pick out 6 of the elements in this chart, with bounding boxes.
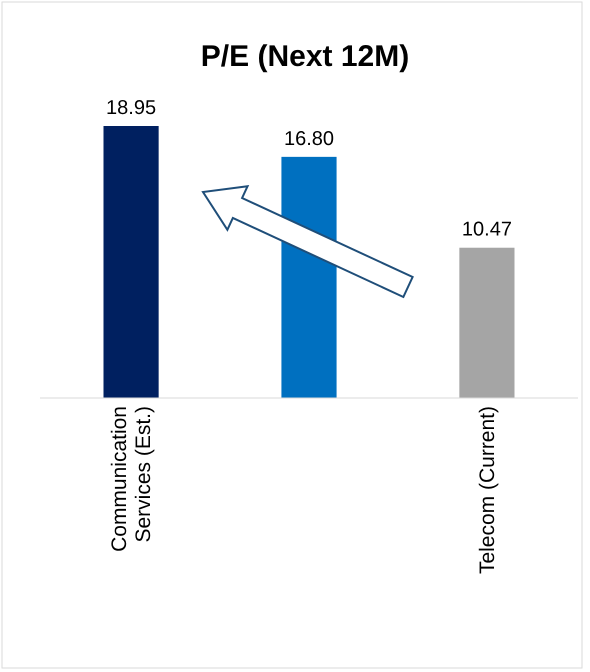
x-tick-label: Telecom (Current) [476, 406, 499, 574]
chart-title: P/E (Next 12M) [200, 40, 410, 73]
data-label: 18.95 [106, 97, 156, 119]
data-label: 10.47 [462, 218, 512, 241]
data-label: 16.80 [284, 128, 334, 150]
x-tick-label: Communication Services (Est.) [108, 406, 156, 552]
